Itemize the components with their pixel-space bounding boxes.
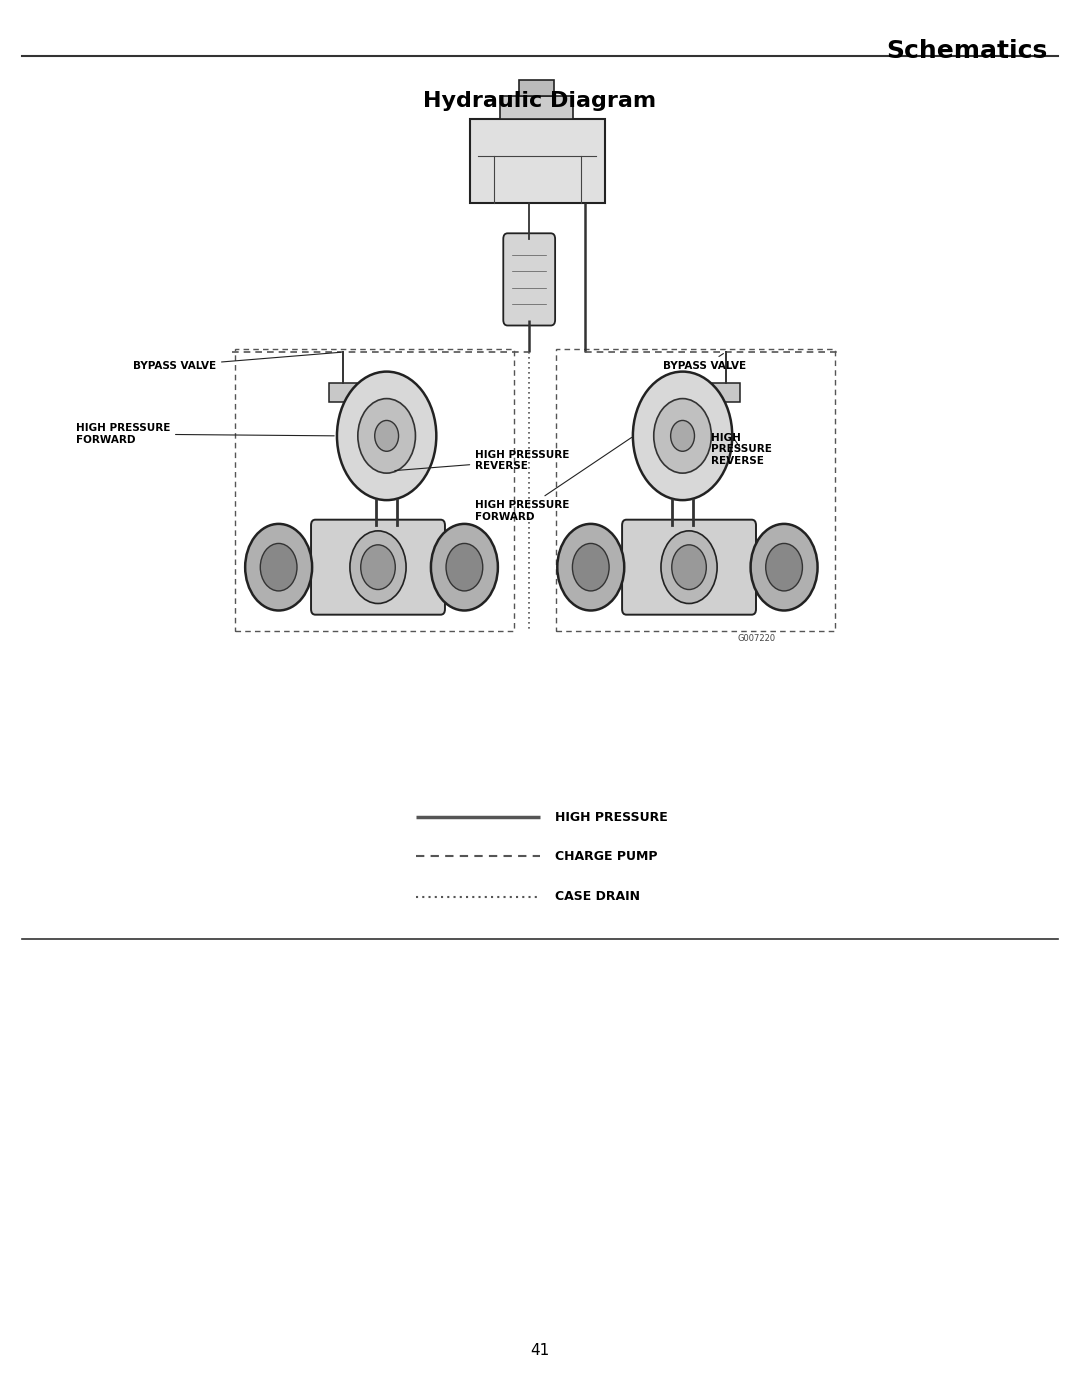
Circle shape [661,531,717,604]
Text: 41: 41 [530,1343,550,1358]
Text: CASE DRAIN: CASE DRAIN [555,890,640,904]
FancyBboxPatch shape [503,233,555,326]
Circle shape [653,398,712,474]
Text: HIGH PRESSURE
REVERSE: HIGH PRESSURE REVERSE [395,450,569,471]
Text: G007220: G007220 [738,634,775,643]
Circle shape [671,420,694,451]
FancyBboxPatch shape [712,383,740,402]
Text: Schematics: Schematics [887,39,1048,63]
Text: HIGH
PRESSURE
REVERSE: HIGH PRESSURE REVERSE [711,433,771,465]
Text: BYPASS VALVE: BYPASS VALVE [133,352,340,370]
Circle shape [751,524,818,610]
Circle shape [572,543,609,591]
Circle shape [350,531,406,604]
Circle shape [260,543,297,591]
Circle shape [375,420,399,451]
FancyBboxPatch shape [519,80,554,96]
Circle shape [766,543,802,591]
Text: Hydraulic Diagram: Hydraulic Diagram [423,91,657,110]
FancyBboxPatch shape [622,520,756,615]
Text: HIGH PRESSURE: HIGH PRESSURE [555,810,667,824]
FancyBboxPatch shape [311,520,445,615]
Circle shape [431,524,498,610]
Circle shape [672,545,706,590]
Text: HIGH PRESSURE
FORWARD: HIGH PRESSURE FORWARD [76,423,334,444]
Circle shape [357,398,416,474]
Circle shape [633,372,732,500]
Circle shape [245,524,312,610]
Circle shape [446,543,483,591]
FancyBboxPatch shape [500,96,573,119]
Circle shape [361,545,395,590]
Circle shape [557,524,624,610]
FancyBboxPatch shape [470,119,605,203]
Text: CHARGE PUMP: CHARGE PUMP [555,849,658,863]
Text: BYPASS VALVE: BYPASS VALVE [663,353,746,370]
FancyBboxPatch shape [329,383,357,402]
Text: HIGH PRESSURE
FORWARD: HIGH PRESSURE FORWARD [475,437,632,521]
Circle shape [337,372,436,500]
